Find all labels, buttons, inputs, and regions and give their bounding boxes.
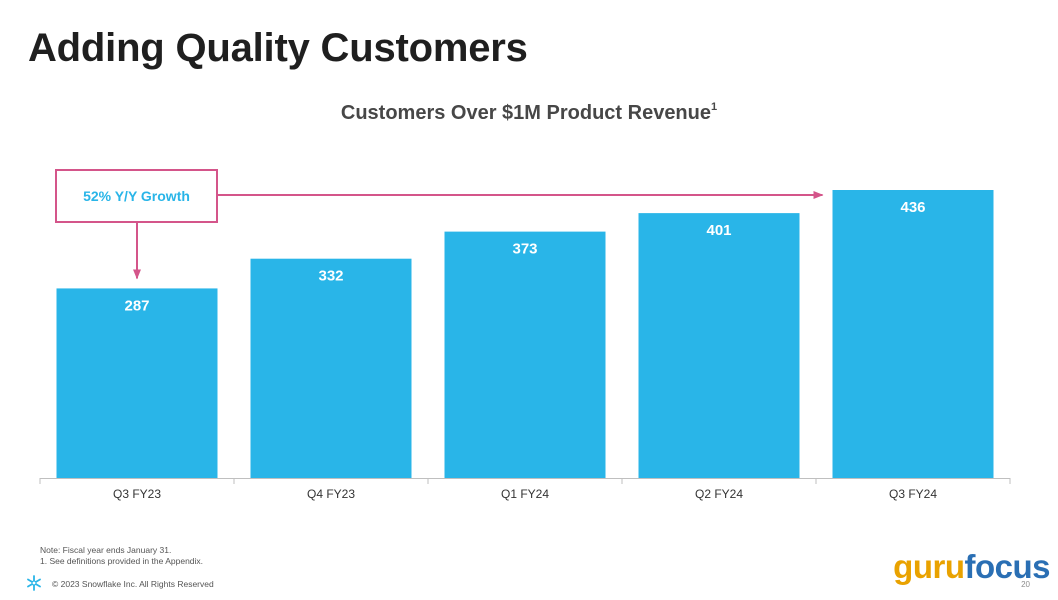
- bar-value-label: 287: [124, 297, 149, 314]
- annotation-layer: 52% Y/Y Growth: [55, 169, 824, 280]
- bar-q4-fy23: [250, 258, 412, 478]
- bar-value-label: 332: [318, 268, 343, 285]
- chart-title-text: Customers Over $1M Product Revenue: [340, 102, 711, 124]
- x-tick-label: Q2 FY24: [695, 487, 743, 501]
- gurufocus-logo: gurufocus: [893, 548, 1050, 586]
- growth-annotation-box: [55, 169, 218, 223]
- bar-value-label: 436: [900, 199, 925, 216]
- snowflake-icon: [27, 575, 41, 591]
- x-tick-label: Q4 FY23: [307, 487, 355, 501]
- slide-title: Adding Quality Customers: [28, 26, 528, 70]
- x-tick-label: Q3 FY24: [889, 487, 937, 501]
- bars-layer: 287 Q3 FY23 332 Q4 FY23 373 Q1 FY24 401 Q2 FY24…: [39, 190, 1011, 501]
- x-tick-label: Q3 FY23: [113, 487, 161, 501]
- x-tick-label: Q1 FY24: [501, 487, 549, 501]
- bar-q3-fy24: [832, 190, 994, 478]
- logo-part-guru: guru: [893, 548, 965, 585]
- bar-q2-fy24: [638, 213, 800, 478]
- bar-value-label: 401: [706, 222, 731, 239]
- bar-q3-fy23: [56, 288, 218, 478]
- page-number: 20: [1021, 580, 1030, 589]
- bar-q1-fy24: [444, 231, 606, 478]
- copyright-text: © 2023 Snowflake Inc. All Rights Reserve…: [52, 579, 214, 589]
- definitions-note: 1. See definitions provided in the Appen…: [40, 556, 204, 566]
- fiscal-note: Note: Fiscal year ends January 31.: [40, 545, 172, 555]
- growth-annotation-text: 52% Y/Y Growth: [83, 188, 190, 204]
- chart-title-footnote-marker: 1: [711, 101, 718, 113]
- logo-part-focus: focus: [964, 548, 1050, 585]
- bar-chart: 287 Q3 FY23 332 Q4 FY23 373 Q1 FY24 401 Q2 FY24…: [39, 169, 1011, 501]
- footnotes: Note: Fiscal year ends January 31. 1. Se…: [40, 545, 203, 567]
- bar-value-label: 373: [512, 241, 537, 258]
- chart-title: Customers Over $1M Product Revenue1: [0, 101, 1058, 125]
